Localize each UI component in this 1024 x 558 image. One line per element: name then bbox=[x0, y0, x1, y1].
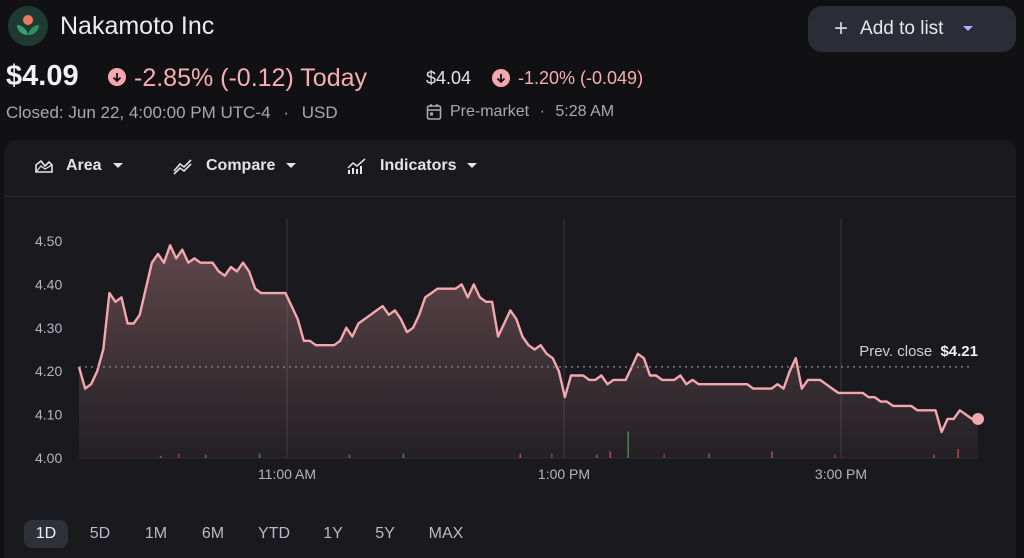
x-axis-tick: 11:00 AM bbox=[258, 466, 316, 482]
y-axis-tick: 4.00 bbox=[35, 450, 62, 466]
separator-dot: · bbox=[539, 103, 545, 120]
indicators-icon bbox=[347, 158, 366, 174]
chevron-down-icon bbox=[286, 163, 297, 168]
logo-icon bbox=[17, 15, 39, 35]
x-axis-tick: 3:00 PM bbox=[815, 466, 867, 482]
current-price: $4.09 bbox=[6, 60, 79, 92]
premarket-price: $4.04 bbox=[426, 68, 472, 88]
y-axis-tick: 4.40 bbox=[35, 276, 62, 292]
prev-close-label: Prev. close $4.21 bbox=[859, 343, 978, 360]
y-axis-tick: 4.50 bbox=[35, 233, 62, 249]
y-axis-tick: 4.10 bbox=[35, 407, 62, 423]
range-5d-button[interactable]: 5D bbox=[89, 525, 111, 542]
area-label: Area bbox=[66, 157, 102, 174]
add-to-list-label: Add to list bbox=[860, 18, 944, 39]
range-6m-button[interactable]: 6M bbox=[201, 525, 225, 542]
prev-close-value: $4.21 bbox=[940, 343, 978, 360]
prev-close-caption: Prev. close bbox=[859, 343, 932, 360]
toolbar-divider bbox=[4, 196, 1016, 197]
area-chart-type-button[interactable]: Area bbox=[34, 157, 124, 175]
chevron-down-icon bbox=[963, 26, 974, 31]
add-to-list-button[interactable]: + Add to list bbox=[808, 6, 1016, 52]
compare-icon bbox=[173, 159, 192, 175]
time-range-selector: 1D 5D 1M 6M YTD 1Y 5Y MAX bbox=[4, 512, 1016, 554]
range-1y-button[interactable]: 1Y bbox=[323, 525, 343, 542]
y-axis-tick: 4.30 bbox=[35, 320, 62, 336]
compare-button[interactable]: Compare bbox=[172, 157, 297, 175]
chevron-down-icon bbox=[112, 163, 123, 168]
chevron-down-icon bbox=[467, 163, 478, 168]
area-chart-icon bbox=[35, 159, 53, 173]
indicators-button[interactable]: Indicators bbox=[346, 157, 478, 175]
price-area-fill bbox=[79, 245, 978, 458]
compare-label: Compare bbox=[206, 157, 276, 174]
currency: USD bbox=[301, 103, 338, 122]
price-line bbox=[77, 244, 978, 434]
range-1d-button[interactable]: 1D bbox=[24, 520, 68, 548]
premarket-time: 5:28 AM bbox=[555, 103, 615, 120]
indicators-label: Indicators bbox=[380, 157, 457, 174]
company-name: Nakamoto Inc bbox=[60, 12, 215, 40]
range-1m-button[interactable]: 1M bbox=[144, 525, 168, 542]
premarket-down-arrow-icon bbox=[492, 69, 510, 87]
premarket-change: -1.20% (-0.049) bbox=[518, 68, 644, 88]
premarket-label: Pre-market bbox=[450, 103, 530, 120]
closed-time: Closed: Jun 22, 4:00:00 PM UTC-4 bbox=[6, 103, 271, 122]
market-status: Closed: Jun 22, 4:00:00 PM UTC-4 · USD bbox=[6, 103, 338, 123]
y-axis-tick: 4.20 bbox=[35, 363, 62, 379]
range-5y-button[interactable]: 5Y bbox=[375, 525, 395, 542]
price-chart[interactable]: Prev. close $4.21 4.50 4.40 4.30 4.20 4.10 4.… bbox=[0, 197, 1024, 497]
range-ytd-button[interactable]: YTD bbox=[258, 525, 290, 542]
company-logo bbox=[8, 6, 48, 46]
range-max-button[interactable]: MAX bbox=[428, 525, 464, 542]
separator-dot: · bbox=[283, 103, 289, 122]
plus-icon: + bbox=[834, 15, 849, 42]
down-arrow-icon bbox=[108, 68, 126, 86]
x-axis-tick: 1:00 PM bbox=[538, 466, 590, 482]
price-change: -2.85% (-0.12) Today bbox=[134, 64, 367, 92]
calendar-icon bbox=[426, 103, 442, 126]
last-price-dot bbox=[972, 412, 984, 425]
premarket-info: Pre-market · 5:28 AM bbox=[450, 103, 614, 121]
